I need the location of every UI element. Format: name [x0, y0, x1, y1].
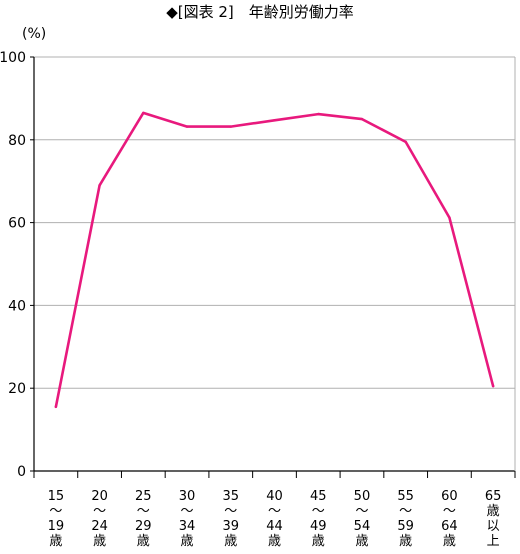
x-tick-label-line: 55	[397, 489, 414, 504]
x-tick-label-line: 歳	[137, 534, 150, 549]
x-tick-label-line: 49	[310, 519, 327, 534]
x-tick-label: 45 〜 49 歳	[310, 489, 327, 549]
x-tick-label-line: 歳	[49, 534, 62, 549]
x-tick-label-line: 〜	[224, 504, 237, 519]
x-tick-label-line: 30	[179, 489, 196, 504]
x-tick-label-line: 39	[222, 519, 239, 534]
x-tick-label: 50 〜 54 歳	[354, 489, 371, 549]
x-tick-label-line: 〜	[443, 504, 456, 519]
y-tick-label: 40	[8, 298, 26, 314]
x-tick-label-line: 59	[397, 519, 414, 534]
grid-lines	[34, 56, 515, 389]
data-series	[54, 111, 495, 409]
x-tick-label-line: 35	[222, 489, 239, 504]
x-tick-label-line: 44	[266, 519, 283, 534]
x-tick-label-line: 〜	[137, 504, 150, 519]
y-axis-tick-labels: 0 20 40 60 80 100	[0, 50, 26, 480]
x-axis-tick-labels: 15 〜 19 歳20 〜 24 歳25 〜 29 歳30 〜 34 歳35 〜 39 歳40 〜 44 歳45 〜 4…	[48, 489, 502, 549]
x-tick-label-line: 歳	[487, 504, 500, 519]
x-tick-label: 15 〜 19 歳	[48, 489, 65, 549]
x-tick-label-line: 歳	[93, 534, 106, 549]
x-tick-label-line: 上	[487, 534, 500, 549]
x-tick-label-line: 29	[135, 519, 152, 534]
x-tick-label: 60 〜 64 歳	[441, 489, 458, 549]
chart-title: ◆[図表 2] 年齢別労働力率	[166, 3, 354, 21]
x-tick-label-line: 〜	[399, 504, 412, 519]
x-tick-label: 20 〜 24 歳	[91, 489, 108, 549]
data-point	[317, 112, 320, 116]
x-tick-label-line: 〜	[355, 504, 368, 519]
x-tick-label-line: 〜	[181, 504, 194, 519]
x-tick-label-line: 歳	[312, 534, 325, 549]
y-tick-label: 80	[8, 133, 26, 149]
x-tick-label: 65 歳以上	[485, 489, 502, 549]
x-tick-label-line: 以	[487, 519, 500, 534]
x-tick-label-line: 40	[266, 489, 283, 504]
data-point	[54, 405, 58, 409]
x-tick-label-line: 歳	[355, 534, 368, 549]
x-tick-label-line: 64	[441, 519, 458, 534]
data-point	[98, 184, 101, 187]
y-tick-label: 100	[0, 50, 26, 66]
x-tick-label-line: 25	[135, 489, 152, 504]
x-tick-label-line: 歳	[443, 534, 456, 549]
y-tick-label: 60	[8, 216, 26, 232]
y-tick-label: 20	[8, 381, 26, 397]
x-tick-label-line: 54	[354, 519, 371, 534]
x-tick-label-line: 60	[441, 489, 458, 504]
y-tick-label: 0	[17, 464, 26, 480]
y-axis-unit-label: (%)	[22, 26, 46, 42]
series-line	[54, 111, 495, 409]
x-tick-label: 25 〜 29 歳	[135, 489, 152, 549]
x-tick-label: 30 〜 34 歳	[179, 489, 196, 549]
x-tick-label-line: 45	[310, 489, 327, 504]
x-tick-label-line: 歳	[181, 534, 194, 549]
x-tick-label-line: 歳	[399, 534, 412, 549]
x-tick-label-line: 15	[48, 489, 65, 504]
x-tick-label-line: 34	[179, 519, 196, 534]
x-tick-label-line: 〜	[268, 504, 281, 519]
data-point	[185, 125, 189, 128]
data-point	[360, 117, 364, 121]
data-point	[404, 140, 407, 144]
x-tick-label-line: 24	[91, 519, 108, 534]
x-tick-label: 35 〜 39 歳	[222, 489, 239, 549]
data-point	[229, 125, 232, 128]
x-tick-label-line: 20	[91, 489, 108, 504]
data-point	[273, 119, 276, 122]
x-tick-label-line: 〜	[312, 504, 325, 519]
x-tick-label-line: 〜	[49, 504, 62, 519]
x-tick-label-line: 歳	[268, 534, 281, 549]
data-point	[491, 384, 495, 388]
x-tick-label: 40 〜 44 歳	[266, 489, 283, 549]
x-tick-label-line: 〜	[93, 504, 106, 519]
x-tick-label-line: 歳	[224, 534, 237, 549]
data-point	[142, 111, 145, 115]
x-tick-label-line: 19	[48, 519, 65, 534]
x-tick-label: 55 〜 59 歳	[397, 489, 414, 549]
x-tick-label-line: 65	[485, 489, 502, 504]
x-tick-label-line: 50	[354, 489, 371, 504]
data-point	[448, 216, 451, 219]
axes	[30, 56, 516, 478]
